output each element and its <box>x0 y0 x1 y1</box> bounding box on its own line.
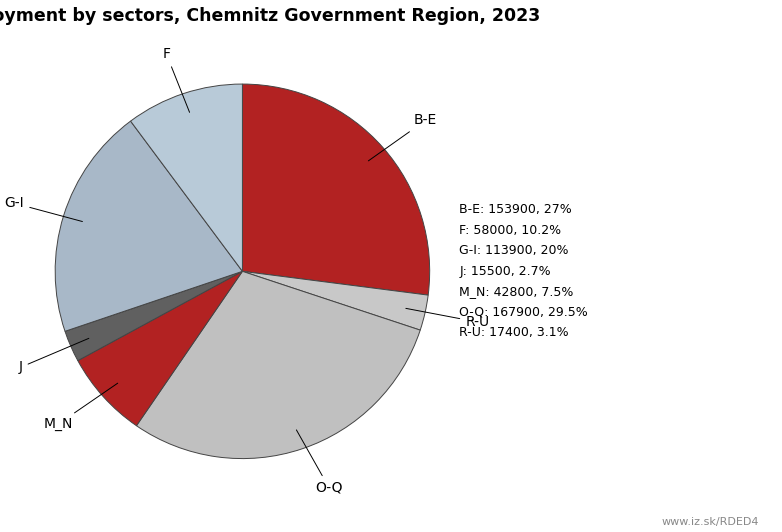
Legend: B-E: 153900, 27%, F: 58000, 10.2%, G-I: 113900, 20%, J: 15500, 2.7%, M_N: 42800,: B-E: 153900, 27%, F: 58000, 10.2%, G-I: … <box>459 203 588 339</box>
Text: J: J <box>19 338 89 374</box>
Text: R-U: R-U <box>406 309 490 329</box>
Wedge shape <box>242 271 429 330</box>
Wedge shape <box>78 271 242 426</box>
Text: www.iz.sk/RDED4: www.iz.sk/RDED4 <box>661 517 759 527</box>
Wedge shape <box>137 271 420 459</box>
Text: O-Q: O-Q <box>296 430 343 495</box>
Text: B-E: B-E <box>368 113 437 161</box>
Wedge shape <box>131 84 242 271</box>
Wedge shape <box>242 84 429 295</box>
Wedge shape <box>65 271 242 361</box>
Text: F: F <box>163 47 189 112</box>
Text: G-I: G-I <box>5 196 82 221</box>
Text: M_N: M_N <box>43 383 117 431</box>
Wedge shape <box>56 121 242 331</box>
Title: Employment by sectors, Chemnitz Government Region, 2023: Employment by sectors, Chemnitz Governme… <box>0 6 540 24</box>
